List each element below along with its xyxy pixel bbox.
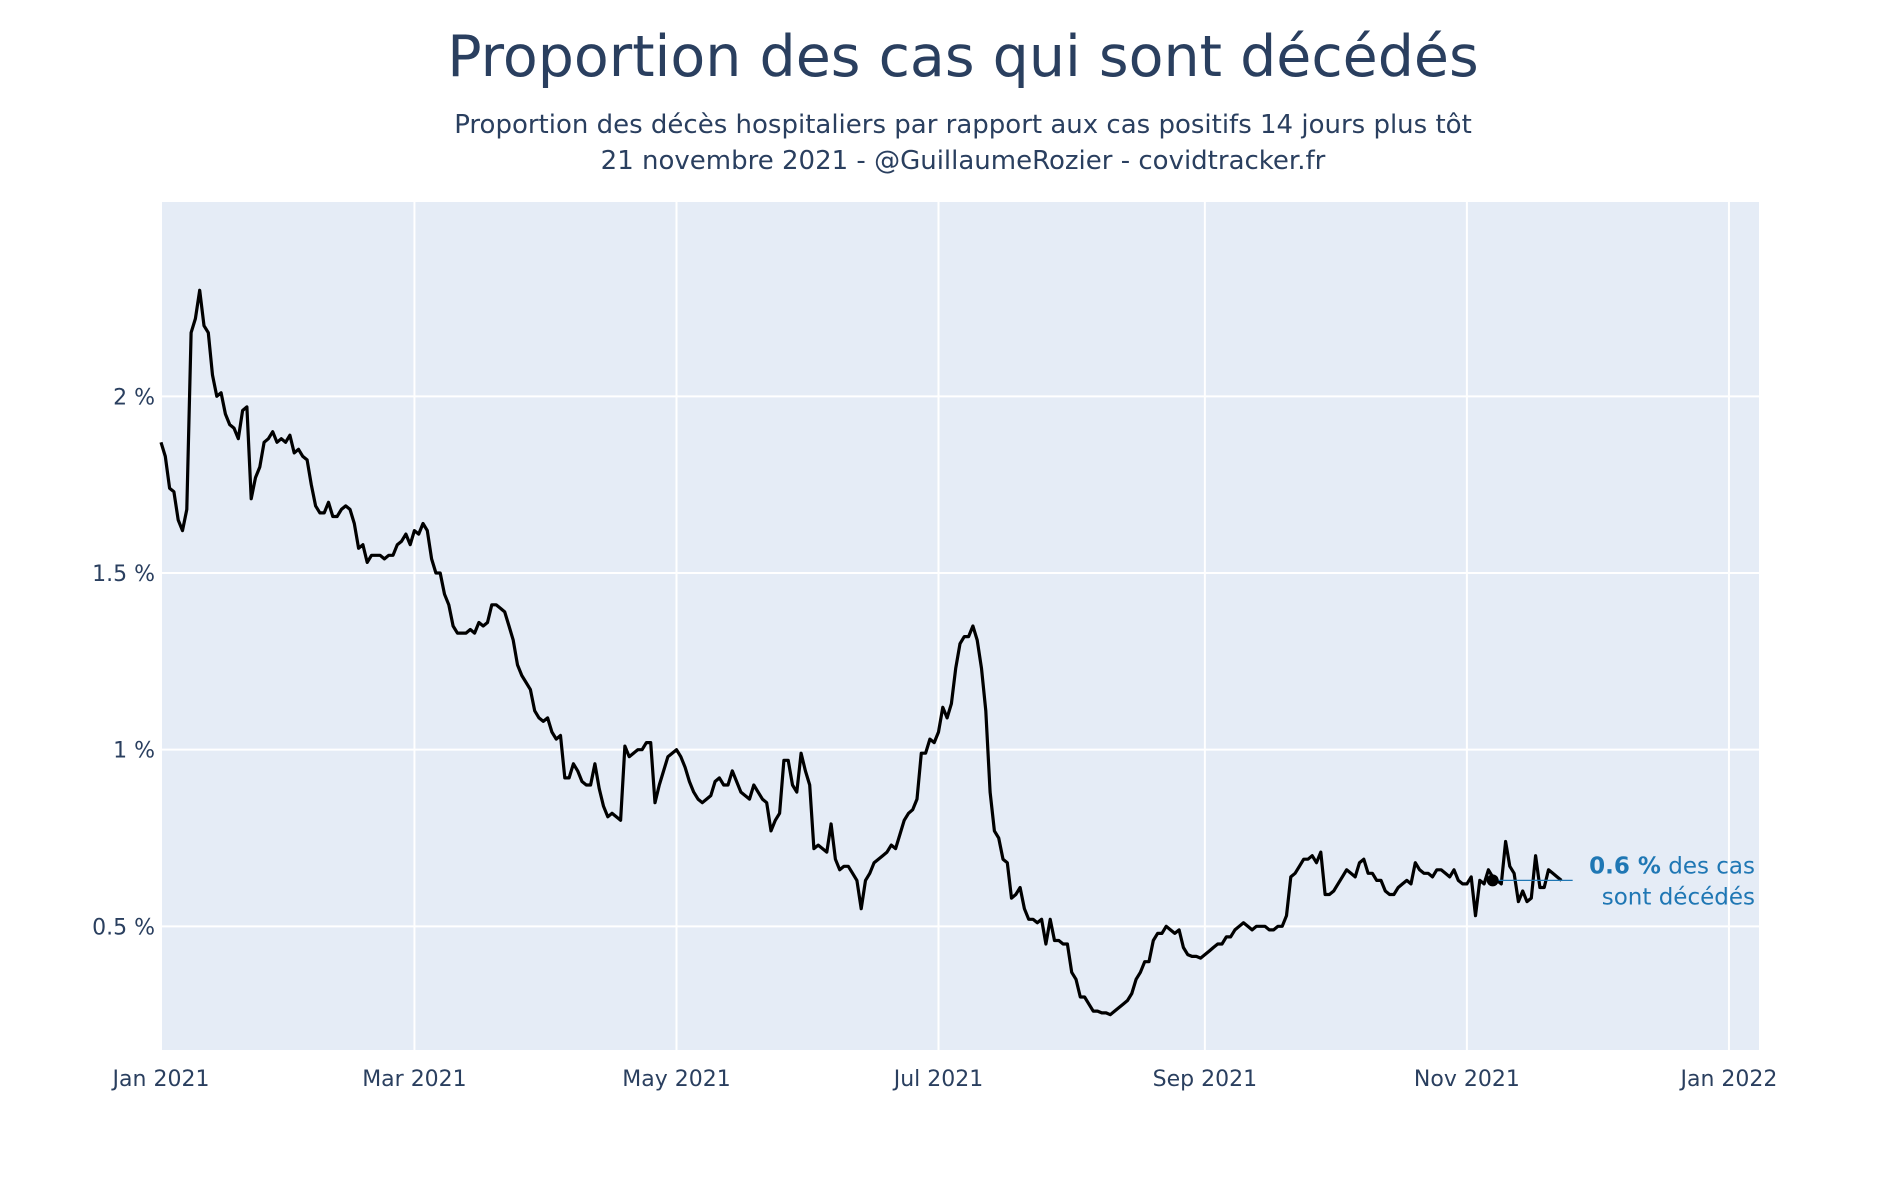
y-tick-label: 0.5 % [92,915,155,940]
x-tick-label: Jan 2021 [111,1067,210,1092]
y-axis-ticks: 0.5 % 1 % 1.5 % 2 % [92,385,155,940]
annotation-value: 0.6 % [1589,853,1661,879]
y-tick-label: 1.5 % [92,562,155,587]
x-tick-label: Nov 2021 [1414,1067,1520,1092]
x-tick-label: Jan 2022 [1678,1067,1777,1092]
series-line [159,288,1563,1017]
chart-title: Proportion des cas qui sont décédés [447,24,1478,90]
annotation-marker [1486,874,1499,887]
y-tick-label: 1 % [113,739,155,764]
x-tick-label: Jul 2021 [892,1067,984,1092]
x-tick-label: Sep 2021 [1153,1067,1257,1092]
annotation-text-rest: des cas [1661,853,1755,879]
annotation-text-line2: sont décédés [1602,884,1755,910]
y-tick-label: 2 % [113,385,155,410]
chart-subtitle-line1: Proportion des décès hospitaliers par ra… [454,110,1472,140]
annotation-text-line1: 0.6 % des cas [1589,853,1755,879]
plot-area [161,202,1759,1050]
chart-subtitle-line2: 21 novembre 2021 - @GuillaumeRozier - co… [601,146,1326,176]
x-axis-ticks: Jan 2021 Mar 2021 May 2021 Jul 2021 Sep 2021… [111,1067,1778,1092]
x-tick-label: May 2021 [622,1067,730,1092]
grid-lines [160,202,1759,1050]
x-tick-label: Mar 2021 [362,1067,467,1092]
